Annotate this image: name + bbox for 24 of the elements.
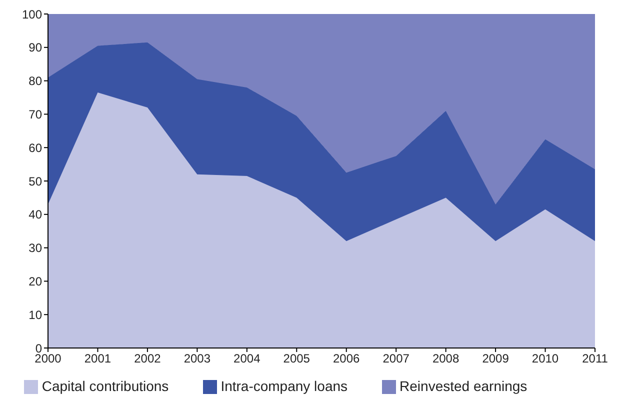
- legend-label: Capital contributions: [42, 378, 169, 394]
- x-tick-label: 2005: [283, 352, 310, 366]
- y-tick-label: 30: [28, 241, 42, 256]
- y-tick-label: 60: [28, 140, 42, 155]
- x-tick-label: 2003: [184, 352, 211, 366]
- y-tick-label: 20: [28, 274, 42, 288]
- x-tick-label: 2002: [134, 352, 162, 366]
- x-tick-label: 2010: [532, 352, 559, 366]
- x-tick-label: 2008: [432, 352, 460, 366]
- x-tick-label: 2009: [482, 352, 510, 366]
- y-tick-label: 10: [28, 308, 42, 322]
- y-tick-label: 80: [28, 74, 42, 88]
- x-tick-label: 2007: [382, 352, 410, 366]
- y-tick-label: 100: [22, 7, 42, 22]
- legend-label: Intra-company loans: [220, 378, 348, 394]
- y-tick-label: 50: [28, 174, 42, 188]
- y-tick-label: 90: [28, 40, 42, 55]
- y-tick-label: 70: [28, 107, 42, 122]
- x-tick-label: 2001: [84, 352, 112, 366]
- legend-label: Reinvested earnings: [400, 378, 528, 394]
- x-tick-label: 2004: [234, 352, 261, 366]
- x-tick-label: 2011: [582, 352, 608, 366]
- y-tick-label: 40: [28, 208, 42, 222]
- x-tick-label: 2006: [333, 352, 360, 366]
